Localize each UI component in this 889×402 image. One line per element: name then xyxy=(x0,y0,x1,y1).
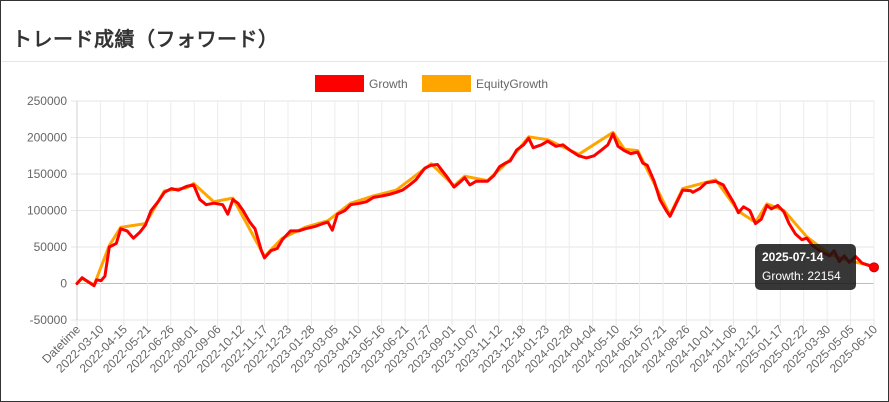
chart-series xyxy=(75,130,879,288)
series-line-growth xyxy=(75,132,876,288)
chart-axes: 250000200000150000100000500000-50000Date… xyxy=(27,94,880,376)
y-tick-label: 150000 xyxy=(27,167,67,181)
chart-tooltip: 2025-07-14 Growth: 22154 xyxy=(755,244,856,290)
tooltip-date: 2025-07-14 xyxy=(762,250,824,264)
y-tick-label: 100000 xyxy=(27,204,67,218)
chart-grid xyxy=(71,100,875,326)
legend-label-equitygrowth: EquityGrowth xyxy=(476,77,548,91)
tooltip-value: Growth: 22154 xyxy=(762,269,841,283)
chart-legend[interactable]: Growth EquityGrowth xyxy=(315,75,548,92)
legend-label-growth: Growth xyxy=(369,77,408,91)
y-tick-label: -50000 xyxy=(30,313,68,327)
legend-swatch-growth xyxy=(315,75,364,92)
page-title: トレード成績（フォワード） xyxy=(12,27,279,51)
title-divider xyxy=(2,61,887,62)
y-tick-label: 250000 xyxy=(27,94,67,108)
y-tick-label: 200000 xyxy=(27,131,67,145)
y-tick-label: 50000 xyxy=(34,240,68,254)
y-tick-label: 0 xyxy=(60,277,67,291)
legend-swatch-equitygrowth xyxy=(422,75,471,92)
hover-point xyxy=(869,262,879,273)
